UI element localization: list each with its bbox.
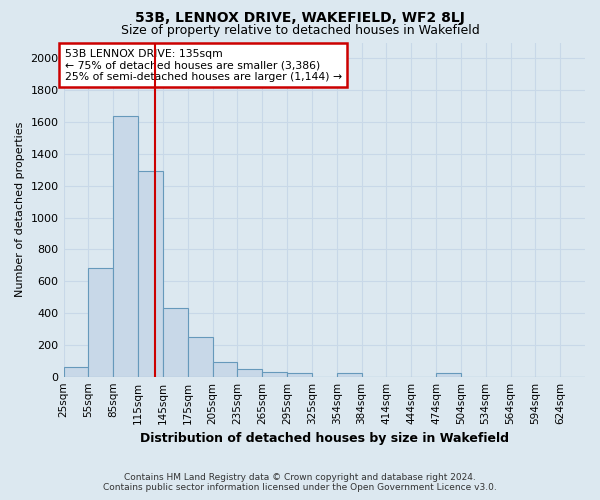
Bar <box>88 268 113 376</box>
Bar <box>138 172 163 376</box>
Bar <box>188 337 212 376</box>
Y-axis label: Number of detached properties: Number of detached properties <box>15 122 25 298</box>
Text: 53B LENNOX DRIVE: 135sqm
← 75% of detached houses are smaller (3,386)
25% of sem: 53B LENNOX DRIVE: 135sqm ← 75% of detach… <box>65 49 342 82</box>
Text: Size of property relative to detached houses in Wakefield: Size of property relative to detached ho… <box>121 24 479 37</box>
Bar <box>163 308 188 376</box>
Text: Contains HM Land Registry data © Crown copyright and database right 2024.
Contai: Contains HM Land Registry data © Crown c… <box>103 473 497 492</box>
Bar <box>262 372 287 376</box>
Bar <box>287 374 312 376</box>
Bar <box>113 116 138 376</box>
Bar <box>337 372 362 376</box>
Bar <box>238 368 262 376</box>
Bar <box>212 362 238 376</box>
Text: 53B, LENNOX DRIVE, WAKEFIELD, WF2 8LJ: 53B, LENNOX DRIVE, WAKEFIELD, WF2 8LJ <box>135 11 465 25</box>
X-axis label: Distribution of detached houses by size in Wakefield: Distribution of detached houses by size … <box>140 432 509 445</box>
Bar <box>64 367 88 376</box>
Bar <box>436 372 461 376</box>
